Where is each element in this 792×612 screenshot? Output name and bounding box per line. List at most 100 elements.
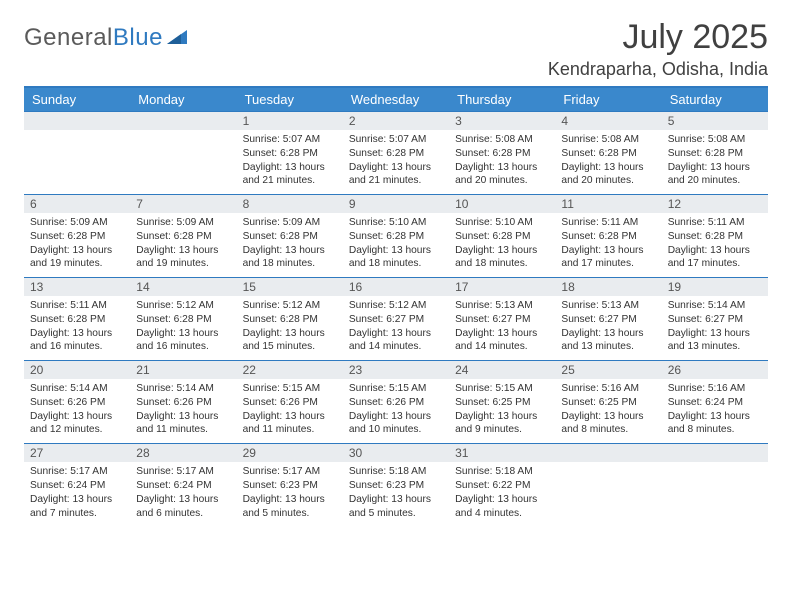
col-wednesday: Wednesday: [343, 87, 449, 112]
day-details: Sunrise: 5:13 AMSunset: 6:27 PMDaylight:…: [555, 296, 661, 360]
day-details: Sunrise: 5:16 AMSunset: 6:24 PMDaylight:…: [662, 379, 768, 443]
sunset-line: Sunset: 6:28 PM: [136, 230, 230, 244]
sunset-line: Sunset: 6:28 PM: [455, 147, 549, 161]
day-number: 31: [449, 444, 555, 462]
day-cell: 9Sunrise: 5:10 AMSunset: 6:28 PMDaylight…: [343, 195, 449, 278]
day-details: Sunrise: 5:07 AMSunset: 6:28 PMDaylight:…: [343, 130, 449, 194]
day-cell: 8 Sunrise: 5:09 AMSunset: 6:28 PMDaylight…: [237, 195, 343, 278]
sunrise-line: Sunrise: 5:10 AM: [349, 216, 443, 230]
day-details: Sunrise: 5:08 AMSunset: 6:28 PMDaylight:…: [662, 130, 768, 194]
day-cell: 12Sunrise: 5:11 AMSunset: 6:28 PMDayligh…: [662, 195, 768, 278]
calendar-table: Sunday Monday Tuesday Wednesday Thursday…: [24, 86, 768, 526]
day-number: 20: [24, 361, 130, 379]
day-number: 10: [449, 195, 555, 213]
day-number: [130, 112, 236, 130]
sunrise-line: Sunrise: 5:12 AM: [136, 299, 230, 313]
daylight-line: Daylight: 13 hours and 14 minutes.: [349, 327, 443, 355]
day-number: 18: [555, 278, 661, 296]
day-details: [555, 462, 661, 522]
day-cell: 14Sunrise: 5:12 AMSunset: 6:28 PMDayligh…: [130, 278, 236, 361]
logo-triangle-icon: [167, 26, 187, 44]
logo-word-1: General: [24, 24, 113, 51]
sunrise-line: Sunrise: 5:14 AM: [668, 299, 762, 313]
day-details: Sunrise: 5:17 AMSunset: 6:24 PMDaylight:…: [130, 462, 236, 526]
day-cell: 5Sunrise: 5:08 AMSunset: 6:28 PMDaylight…: [662, 112, 768, 195]
sunrise-line: Sunrise: 5:13 AM: [455, 299, 549, 313]
day-cell: 11Sunrise: 5:11 AMSunset: 6:28 PMDayligh…: [555, 195, 661, 278]
sunset-line: Sunset: 6:27 PM: [561, 313, 655, 327]
sunrise-line: Sunrise: 5:12 AM: [243, 299, 337, 313]
sunset-line: Sunset: 6:25 PM: [561, 396, 655, 410]
daylight-line: Daylight: 13 hours and 11 minutes.: [243, 410, 337, 438]
sunset-line: Sunset: 6:26 PM: [30, 396, 124, 410]
sunset-line: Sunset: 6:24 PM: [30, 479, 124, 493]
day-details: Sunrise: 5:15 AMSunset: 6:25 PMDaylight:…: [449, 379, 555, 443]
day-details: Sunrise: 5:11 AMSunset: 6:28 PMDaylight:…: [555, 213, 661, 277]
daylight-line: Daylight: 13 hours and 17 minutes.: [561, 244, 655, 272]
day-cell: 3Sunrise: 5:08 AMSunset: 6:28 PMDaylight…: [449, 112, 555, 195]
sunset-line: Sunset: 6:28 PM: [455, 230, 549, 244]
sunset-line: Sunset: 6:28 PM: [136, 313, 230, 327]
sunrise-line: Sunrise: 5:11 AM: [30, 299, 124, 313]
day-details: Sunrise: 5:08 AMSunset: 6:28 PMDaylight:…: [449, 130, 555, 194]
day-cell: 2Sunrise: 5:07 AMSunset: 6:28 PMDaylight…: [343, 112, 449, 195]
day-details: Sunrise: 5:17 AMSunset: 6:24 PMDaylight:…: [24, 462, 130, 526]
day-details: Sunrise: 5:12 AMSunset: 6:27 PMDaylight:…: [343, 296, 449, 360]
daylight-line: Daylight: 13 hours and 19 minutes.: [30, 244, 124, 272]
logo-word-2: Blue: [113, 24, 163, 51]
daylight-line: Daylight: 13 hours and 19 minutes.: [136, 244, 230, 272]
day-number: 22: [237, 361, 343, 379]
sunrise-line: Sunrise: 5:16 AM: [561, 382, 655, 396]
day-details: Sunrise: 5:14 AMSunset: 6:26 PMDaylight:…: [130, 379, 236, 443]
daylight-line: Daylight: 13 hours and 8 minutes.: [668, 410, 762, 438]
daylight-line: Daylight: 13 hours and 9 minutes.: [455, 410, 549, 438]
day-details: [24, 130, 130, 190]
sunset-line: Sunset: 6:23 PM: [349, 479, 443, 493]
sunrise-line: Sunrise: 5:09 AM: [30, 216, 124, 230]
day-number: 1: [237, 112, 343, 130]
sunrise-line: Sunrise: 5:11 AM: [561, 216, 655, 230]
day-details: [662, 462, 768, 522]
sunset-line: Sunset: 6:26 PM: [243, 396, 337, 410]
daylight-line: Daylight: 13 hours and 13 minutes.: [561, 327, 655, 355]
day-number: 8: [237, 195, 343, 213]
day-cell: 1 Sunrise: 5:07 AMSunset: 6:28 PMDaylight…: [237, 112, 343, 195]
daylight-line: Daylight: 13 hours and 18 minutes.: [455, 244, 549, 272]
day-cell: 31Sunrise: 5:18 AMSunset: 6:22 PMDayligh…: [449, 444, 555, 527]
title-block: July 2025 Kendraparha, Odisha, India: [548, 18, 768, 80]
sunrise-line: Sunrise: 5:14 AM: [30, 382, 124, 396]
week-row: 1Sunrise: 5:07 AMSunset: 6:28 PMDaylight…: [24, 112, 768, 195]
day-number: [555, 444, 661, 462]
day-number: 2: [343, 112, 449, 130]
day-cell: 21Sunrise: 5:14 AMSunset: 6:26 PMDayligh…: [130, 361, 236, 444]
day-number: 29: [237, 444, 343, 462]
sunrise-line: Sunrise: 5:15 AM: [243, 382, 337, 396]
day-cell: 26Sunrise: 5:16 AMSunset: 6:24 PMDayligh…: [662, 361, 768, 444]
day-cell: 10 Sunrise: 5:10 AMSunset: 6:28 PMDayligh…: [449, 195, 555, 278]
daylight-line: Daylight: 13 hours and 21 minutes.: [349, 161, 443, 189]
sunrise-line: Sunrise: 5:08 AM: [668, 133, 762, 147]
col-tuesday: Tuesday: [237, 87, 343, 112]
month-title: July 2025: [548, 18, 768, 57]
daylight-line: Daylight: 13 hours and 17 minutes.: [668, 244, 762, 272]
week-row: 6Sunrise: 5:09 AMSunset: 6:28 PMDaylight…: [24, 195, 768, 278]
day-number: 19: [662, 278, 768, 296]
sunset-line: Sunset: 6:26 PM: [349, 396, 443, 410]
day-cell: 27Sunrise: 5:17 AMSunset: 6:24 PMDayligh…: [24, 444, 130, 527]
sunrise-line: Sunrise: 5:10 AM: [455, 216, 549, 230]
day-cell: 15Sunrise: 5:12 AMSunset: 6:28 PMDayligh…: [237, 278, 343, 361]
daylight-line: Daylight: 13 hours and 21 minutes.: [243, 161, 337, 189]
sunset-line: Sunset: 6:26 PM: [136, 396, 230, 410]
day-details: Sunrise: 5:16 AMSunset: 6:25 PMDaylight:…: [555, 379, 661, 443]
calendar-body: 1Sunrise: 5:07 AMSunset: 6:28 PMDaylight…: [24, 112, 768, 527]
sunrise-line: Sunrise: 5:09 AM: [243, 216, 337, 230]
day-number: [662, 444, 768, 462]
sunset-line: Sunset: 6:28 PM: [243, 230, 337, 244]
sunrise-line: Sunrise: 5:08 AM: [455, 133, 549, 147]
sunset-line: Sunset: 6:28 PM: [243, 147, 337, 161]
daylight-line: Daylight: 13 hours and 18 minutes.: [243, 244, 337, 272]
day-cell: 7Sunrise: 5:09 AMSunset: 6:28 PMDaylight…: [130, 195, 236, 278]
sunrise-line: Sunrise: 5:07 AM: [243, 133, 337, 147]
sunset-line: Sunset: 6:28 PM: [349, 230, 443, 244]
sunrise-line: Sunrise: 5:14 AM: [136, 382, 230, 396]
